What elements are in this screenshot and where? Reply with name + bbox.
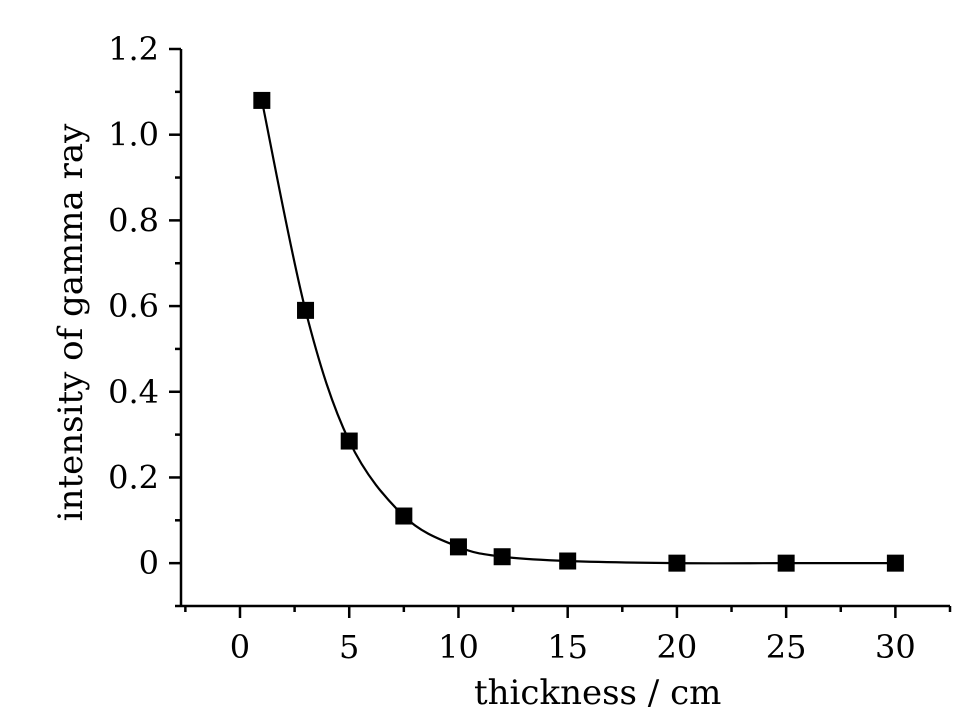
data-point (449, 538, 467, 556)
y-tick-label: 1.2 (108, 30, 159, 68)
data-point (886, 554, 904, 572)
data-point (395, 507, 413, 525)
y-tick-label: 0.2 (108, 458, 159, 496)
y-tick-label: 0.4 (108, 373, 159, 411)
y-tick-label: 1.0 (108, 116, 159, 154)
y-ticks: 0 0.2 0.4 0.6 0.8 1.0 1.2 (108, 30, 181, 608)
y-tick-label: 0.6 (108, 287, 159, 325)
data-point (340, 432, 358, 450)
data-point (253, 91, 271, 109)
axes (179, 49, 950, 608)
y-axis-title: intensity of gamma ray (51, 123, 91, 521)
x-ticks: 0 5 10 15 20 25 30 (184, 606, 952, 666)
x-tick-label: 15 (547, 628, 588, 666)
x-tick-label: 25 (766, 628, 807, 666)
data-point (297, 301, 315, 319)
y-tick-label: 0.8 (108, 201, 159, 239)
series-line (260, 100, 896, 565)
x-tick-label: 5 (339, 628, 359, 666)
x-axis-title: thickness / cm (474, 673, 721, 713)
x-tick-label: 30 (875, 628, 916, 666)
y-tick-label: 0 (139, 544, 159, 582)
data-point (777, 554, 795, 572)
series (253, 91, 904, 572)
data-point (668, 554, 686, 572)
x-tick-label: 0 (230, 628, 250, 666)
data-point (559, 552, 577, 570)
data-point (493, 548, 511, 566)
x-tick-label: 10 (438, 628, 479, 666)
x-tick-label: 20 (657, 628, 698, 666)
